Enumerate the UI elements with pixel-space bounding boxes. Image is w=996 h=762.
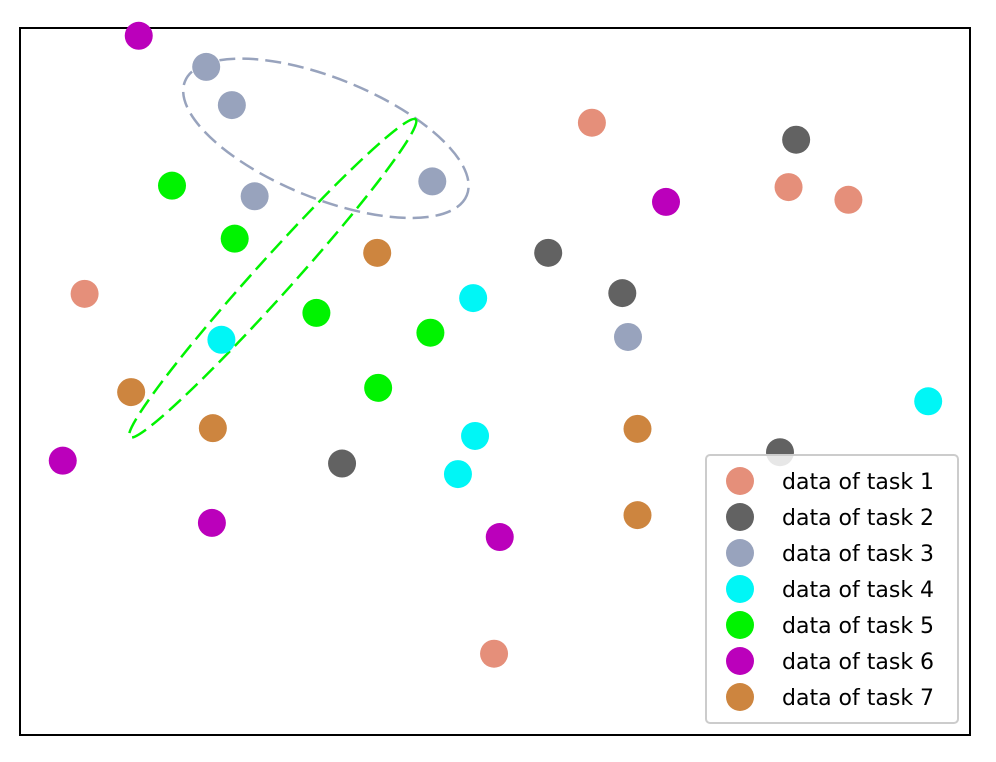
data-points	[48, 21, 943, 668]
legend-entry-data-of-task-7: data of task 7	[726, 683, 934, 711]
legend-entry-data-of-task-1: data of task 1	[726, 467, 934, 495]
point-data-of-task-3-4	[418, 167, 447, 196]
series-data-of-task-6	[48, 21, 680, 552]
point-data-of-task-5-4	[416, 318, 445, 347]
legend-entry-data-of-task-2: data of task 2	[726, 503, 934, 531]
point-data-of-task-1-5	[480, 639, 509, 668]
point-data-of-task-7-3	[198, 414, 227, 443]
point-data-of-task-3-3	[240, 182, 269, 211]
point-data-of-task-3-1	[192, 52, 221, 81]
legend-label: data of task 7	[782, 686, 934, 711]
point-data-of-task-3-5	[614, 322, 642, 351]
point-data-of-task-4-5	[914, 387, 943, 416]
series-data-of-task-3	[192, 52, 642, 351]
legend-label: data of task 2	[782, 506, 934, 531]
legend-entry-data-of-task-6: data of task 6	[726, 647, 934, 675]
point-data-of-task-7-5	[623, 501, 652, 530]
legend-label: data of task 1	[782, 470, 934, 495]
point-data-of-task-5-1	[158, 171, 186, 200]
series-data-of-task-1	[70, 108, 863, 668]
point-data-of-task-6-2	[652, 187, 680, 216]
point-data-of-task-5-3	[302, 298, 331, 327]
point-data-of-task-4-3	[461, 421, 490, 450]
point-data-of-task-5-2	[220, 224, 249, 253]
point-data-of-task-1-4	[834, 185, 863, 214]
legend-marker	[726, 503, 754, 531]
legend-marker	[726, 611, 754, 639]
point-data-of-task-2-2	[534, 238, 563, 267]
point-data-of-task-7-2	[117, 378, 146, 407]
legend-label: data of task 5	[782, 614, 934, 639]
legend-marker	[726, 539, 754, 567]
legend-frame	[705, 454, 959, 724]
point-data-of-task-7-1	[363, 238, 392, 267]
point-data-of-task-1-3	[774, 173, 803, 202]
point-data-of-task-4-1	[459, 284, 488, 313]
series-data-of-task-7	[117, 238, 652, 530]
ellipse-data-of-task-3	[181, 57, 470, 220]
point-data-of-task-2-3	[608, 279, 637, 308]
ellipse-annotations	[127, 57, 470, 439]
point-data-of-task-5-5	[364, 373, 393, 402]
legend-label: data of task 4	[782, 578, 934, 603]
point-data-of-task-1-2	[577, 108, 606, 137]
point-data-of-task-3-2	[217, 91, 246, 120]
point-data-of-task-4-4	[443, 460, 472, 489]
point-data-of-task-2-5	[328, 449, 357, 478]
point-data-of-task-6-3	[48, 446, 77, 475]
point-data-of-task-2-1	[782, 125, 811, 154]
plot-area-frame	[19, 27, 971, 736]
point-data-of-task-4-2	[207, 325, 236, 354]
legend-entry-data-of-task-5: data of task 5	[726, 611, 934, 639]
legend: data of task 1 data of task 2 data of task…	[705, 454, 959, 724]
point-data-of-task-7-4	[623, 414, 652, 443]
legend-label: data of task 3	[782, 542, 934, 567]
legend-marker	[726, 647, 754, 675]
point-data-of-task-6-1	[124, 21, 153, 50]
ellipse-data-of-task-5	[127, 117, 418, 439]
series-data-of-task-4	[207, 284, 943, 489]
series-data-of-task-5	[158, 171, 445, 402]
point-data-of-task-6-4	[197, 508, 226, 537]
legend-marker	[726, 683, 754, 711]
legend-entry-data-of-task-4: data of task 4	[726, 575, 934, 603]
legend-entry-data-of-task-3: data of task 3	[726, 539, 934, 567]
legend-marker	[726, 575, 754, 603]
legend-label: data of task 6	[782, 650, 934, 675]
legend-marker	[726, 467, 754, 495]
point-data-of-task-6-5	[485, 523, 514, 552]
point-data-of-task-1-1	[70, 279, 99, 308]
